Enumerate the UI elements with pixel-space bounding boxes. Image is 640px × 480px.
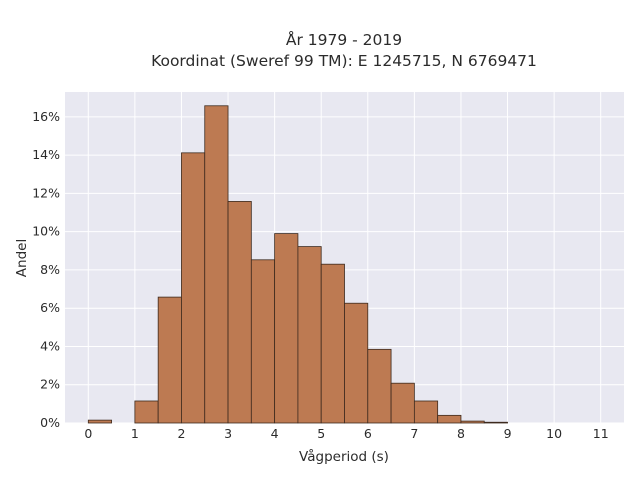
- y-axis-label: Andel: [14, 239, 30, 277]
- x-tick-label: 7: [410, 426, 418, 441]
- histogram-bar: [297, 246, 322, 424]
- histogram-bar: [367, 348, 392, 424]
- histogram-bars: [87, 105, 508, 424]
- chart-title-line1: År 1979 - 2019: [286, 30, 402, 49]
- x-tick-label: 6: [364, 426, 372, 441]
- y-tick-label: 4%: [40, 338, 60, 353]
- x-axis-ticks: 0 1 2 3 4 5 6 7 8 9 10 11: [84, 426, 608, 441]
- histogram-bar: [134, 400, 159, 424]
- x-tick-label: 1: [131, 426, 139, 441]
- x-tick-label: 4: [271, 426, 279, 441]
- x-tick-label: 10: [546, 426, 562, 441]
- histogram-bar: [320, 263, 345, 424]
- x-tick-label: 8: [457, 426, 465, 441]
- x-tick-label: 3: [224, 426, 232, 441]
- x-tick-label: 0: [84, 426, 92, 441]
- y-axis-ticks: 0% 2% 4% 6% 8% 10% 12% 14% 16%: [32, 109, 60, 430]
- x-tick-label: 9: [504, 426, 512, 441]
- histogram-bar: [87, 419, 112, 424]
- chart-title-line2: Koordinat (Sweref 99 TM): E 1245715, N 6…: [151, 52, 537, 70]
- x-tick-label: 5: [317, 426, 325, 441]
- histogram-bar: [483, 421, 508, 424]
- histogram-bar: [274, 233, 299, 424]
- x-axis-label: Vågperiod (s): [299, 448, 389, 465]
- x-tick-label: 11: [593, 426, 609, 441]
- histogram-bar: [460, 420, 485, 424]
- y-tick-label: 2%: [40, 377, 60, 392]
- histogram-bar: [437, 414, 462, 424]
- y-tick-label: 0%: [40, 415, 60, 430]
- histogram-bar: [227, 201, 252, 424]
- y-tick-label: 12%: [32, 185, 60, 200]
- y-tick-label: 10%: [32, 224, 60, 239]
- histogram-bar: [181, 152, 206, 424]
- histogram-bar: [250, 259, 276, 424]
- histogram-bar: [413, 400, 439, 424]
- histogram-bar: [344, 302, 369, 424]
- histogram-bar: [157, 296, 182, 424]
- y-tick-label: 6%: [40, 300, 60, 315]
- x-tick-label: 2: [177, 426, 185, 441]
- y-tick-label: 14%: [32, 147, 60, 162]
- y-tick-label: 16%: [32, 109, 60, 124]
- y-tick-label: 8%: [40, 262, 60, 277]
- histogram-bar: [204, 105, 229, 424]
- histogram-bar: [390, 382, 415, 424]
